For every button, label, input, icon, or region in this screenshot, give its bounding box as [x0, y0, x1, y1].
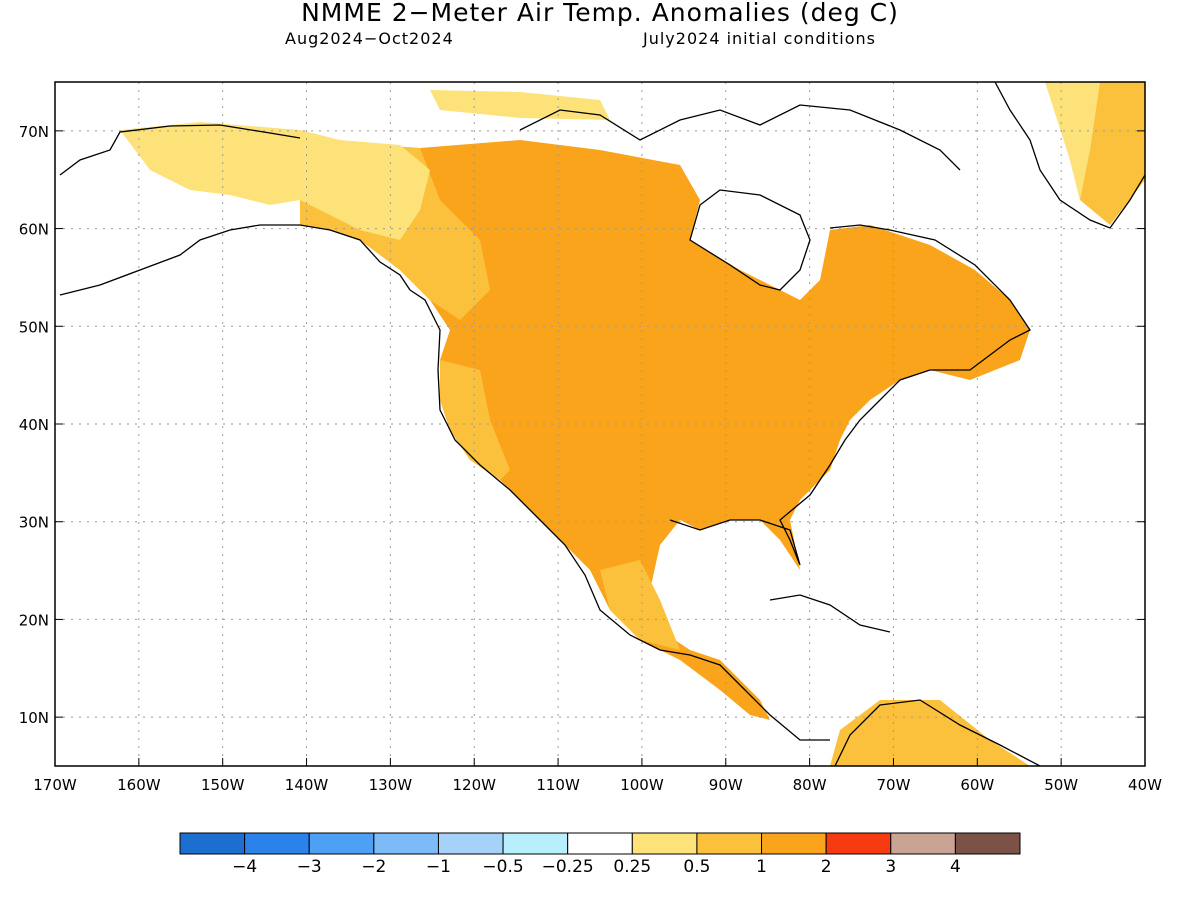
coastlines: [59, 82, 1145, 766]
anomaly-region-light-orange: [830, 700, 1030, 766]
colorbar-label: −2: [361, 857, 386, 877]
colorbar-swatch: [244, 832, 310, 855]
map-title: NMME 2−Meter Air Temp. Anomalies (deg C): [301, 0, 899, 27]
longitude-label: 40W: [1128, 776, 1162, 794]
colorbar: −4 −3 −2 −1 −0.5 −0.25 0.25 0.5 1 2 3 4: [179, 832, 1021, 877]
map-frame: [54, 81, 1146, 767]
longitude-label: 110W: [536, 776, 580, 794]
coastline-hudson-bay: [689, 189, 811, 291]
latitude-label: 30N: [19, 514, 49, 532]
latitude-label: 40N: [19, 416, 49, 434]
latitude-label: 70N: [19, 123, 49, 141]
colorbar-label: −0.25: [542, 857, 594, 877]
colorbar-swatch: [308, 832, 375, 855]
coastline-greenland: [994, 82, 1145, 229]
colorbar-label: −3: [297, 857, 322, 877]
forecast-period: Aug2024−Oct2024: [285, 29, 454, 48]
colorbar-label: 0.5: [683, 857, 710, 877]
colorbar-label: 0.25: [613, 857, 651, 877]
colorbar-swatch: [954, 832, 1021, 855]
latitude-label: 10N: [19, 709, 49, 727]
colorbar-swatch: [567, 832, 633, 855]
longitude-label: 130W: [369, 776, 413, 794]
latitude-labels: 70N 60N 50N 40N 30N 20N 10N: [19, 123, 49, 727]
colorbar-swatch: [631, 832, 698, 855]
longitude-label: 170W: [33, 776, 77, 794]
longitude-label: 100W: [620, 776, 664, 794]
initial-conditions: July2024 initial conditions: [643, 29, 876, 48]
anomaly-shading: [120, 82, 1145, 766]
colorbar-label: −4: [232, 857, 257, 877]
colorbar-label: −1: [426, 857, 451, 877]
colorbar-label: −0.5: [482, 857, 523, 877]
colorbar-swatch: [696, 832, 763, 855]
anomaly-region-light-orange: [600, 560, 680, 650]
colorbar-swatch: [761, 832, 827, 855]
colorbar-swatch: [890, 832, 956, 855]
latitude-label: 60N: [19, 221, 49, 239]
anomaly-region-yellow: [1045, 82, 1100, 200]
longitude-label: 80W: [793, 776, 827, 794]
coastline-alaska: [59, 124, 411, 296]
anomaly-region-light-orange: [440, 360, 510, 480]
longitude-label: 90W: [709, 776, 743, 794]
longitude-labels: 170W 160W 150W 140W 130W 120W 110W 100W 90W 80W 70…: [33, 776, 1162, 794]
anomaly-region-yellow: [430, 90, 610, 120]
colorbar-label: 2: [821, 857, 832, 877]
longitude-label: 120W: [452, 776, 496, 794]
longitude-label: 70W: [877, 776, 911, 794]
coastline-cuba: [769, 594, 891, 633]
longitude-label: 140W: [285, 776, 329, 794]
longitude-label: 60W: [960, 776, 994, 794]
anomaly-region-yellow: [120, 122, 430, 240]
latitude-label: 20N: [19, 611, 49, 629]
coastline-south-america: [834, 699, 1041, 766]
colorbar-swatch: [437, 832, 504, 855]
longitude-label: 50W: [1044, 776, 1078, 794]
colorbar-swatch: [373, 832, 439, 855]
colorbar-swatch: [825, 832, 892, 855]
coastline-arctic-islands: [519, 104, 961, 171]
colorbar-label: 3: [885, 857, 896, 877]
latitude-label: 50N: [19, 318, 49, 336]
colorbar-label: 1: [756, 857, 767, 877]
colorbar-label: 4: [950, 857, 961, 877]
longitude-label: 150W: [201, 776, 245, 794]
colorbar-swatch: [502, 832, 569, 855]
longitude-label: 160W: [117, 776, 161, 794]
colorbar-swatch: [179, 832, 246, 855]
coastline-north-america: [409, 224, 1031, 741]
